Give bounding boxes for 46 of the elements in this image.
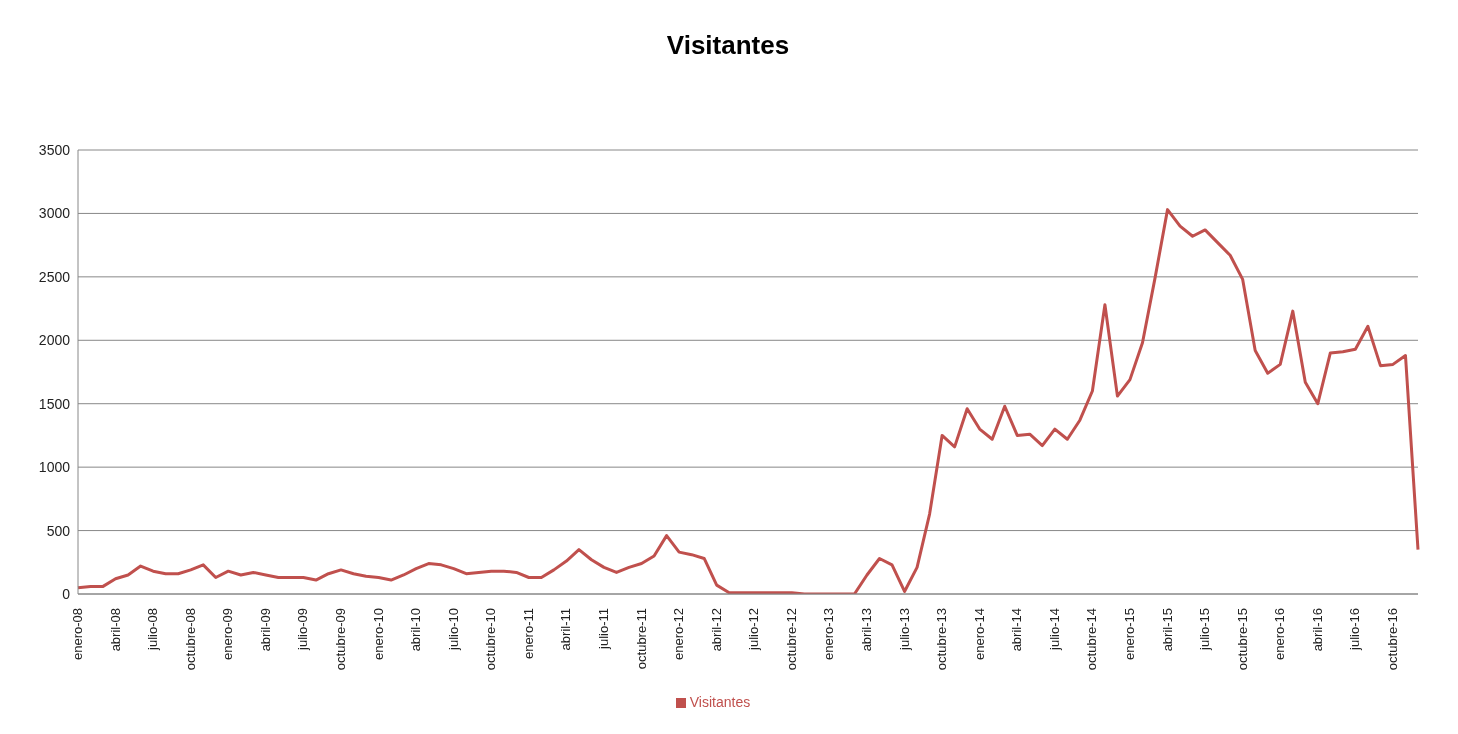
x-tick-label: abril-16 [1309, 608, 1325, 652]
x-tick-label: abril-11 [558, 608, 574, 651]
y-tick-label: 1000 [38, 459, 71, 476]
x-tick-label: enero-15 [1121, 608, 1137, 661]
x-tick-label: abril-09 [257, 608, 273, 652]
x-tick-label: enero-12 [671, 608, 687, 661]
x-tick-label: enero-08 [70, 608, 85, 661]
y-tick-label: 3000 [38, 205, 71, 222]
y-tick-label: 1500 [38, 395, 71, 412]
x-tick-label: octubre-13 [934, 608, 950, 671]
x-tick-label: octubre-12 [783, 608, 799, 671]
y-tick-label: 0 [62, 585, 71, 602]
x-tick-label: julio-15 [1197, 608, 1213, 651]
x-tick-label: julio-10 [445, 608, 461, 651]
x-tick-label: enero-16 [1272, 608, 1288, 661]
x-tick-label: julio-13 [896, 608, 912, 651]
x-tick-label: octubre-15 [1234, 608, 1250, 671]
y-tick-label: 2500 [38, 268, 71, 285]
x-tick-label: julio-08 [145, 608, 161, 651]
x-tick-label: enero-13 [821, 608, 837, 661]
x-tick-label: enero-10 [370, 608, 386, 661]
x-tick-label: abril-14 [1009, 608, 1025, 652]
y-tick-label: 2000 [38, 332, 71, 349]
x-tick-label: enero-09 [220, 608, 236, 661]
legend-label: Visitantes [689, 694, 751, 710]
x-tick-label: abril-15 [1159, 608, 1175, 652]
x-tick-label: enero-14 [971, 608, 987, 661]
y-tick-label: 3500 [38, 141, 71, 158]
chart-title: Visitantes [665, 29, 791, 62]
x-tick-label: octubre-08 [182, 608, 198, 671]
x-tick-label: octubre-10 [483, 608, 499, 671]
x-tick-label: abril-12 [708, 608, 724, 652]
x-tick-label: octubre-11 [633, 608, 649, 670]
x-tick-label: octubre-14 [1084, 608, 1100, 671]
x-tick-label: octubre-16 [1384, 608, 1400, 671]
x-tick-label: julio-14 [1046, 608, 1062, 651]
x-tick-label: julio-16 [1347, 608, 1363, 651]
y-tick-label: 500 [46, 522, 71, 539]
x-tick-label: enero-11 [520, 608, 536, 660]
x-tick-label: abril-10 [408, 608, 424, 652]
x-tick-label: julio-09 [295, 608, 311, 651]
x-tick-label: julio-11 [595, 608, 611, 650]
x-tick-label: abril-08 [107, 608, 123, 652]
x-tick-label: octubre-09 [332, 608, 348, 671]
x-tick-label: abril-13 [858, 608, 874, 652]
x-tick-label: julio-12 [746, 608, 762, 651]
